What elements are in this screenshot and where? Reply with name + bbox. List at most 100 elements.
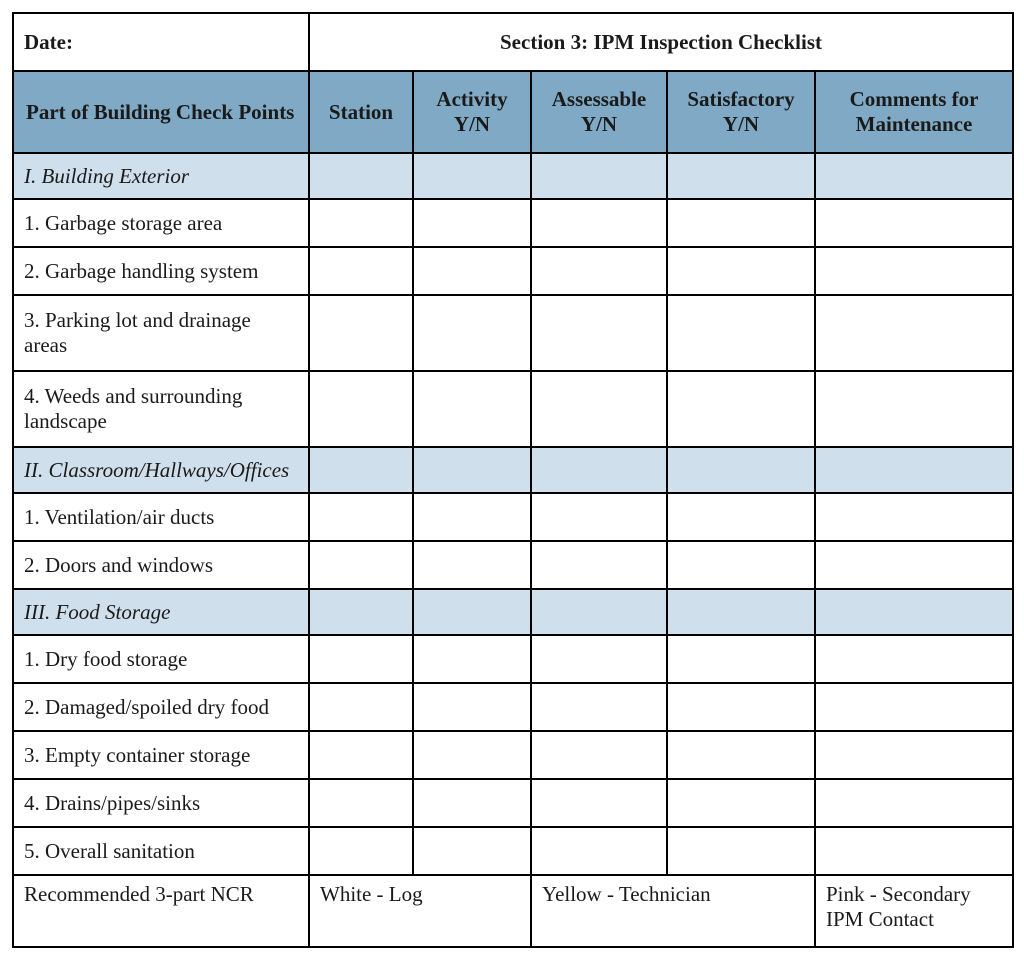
- checkpoint-label: 1. Dry food storage: [13, 635, 309, 683]
- section-cell: [667, 589, 815, 635]
- satisfactory-cell[interactable]: [667, 371, 815, 447]
- section-cell: [309, 153, 413, 199]
- station-cell[interactable]: [309, 493, 413, 541]
- assessable-cell[interactable]: [531, 247, 667, 295]
- date-label: Date:: [13, 13, 309, 71]
- inspection-checklist-table: Date: Section 3: IPM Inspection Checklis…: [12, 12, 1014, 948]
- satisfactory-cell[interactable]: [667, 635, 815, 683]
- checkpoint-label: 5. Overall sanitation: [13, 827, 309, 875]
- table-row: 3. Empty container storage: [13, 731, 1013, 779]
- activity-cell[interactable]: [413, 371, 531, 447]
- station-cell[interactable]: [309, 541, 413, 589]
- section-3-title: III. Food Storage: [13, 589, 309, 635]
- comments-cell[interactable]: [815, 827, 1013, 875]
- assessable-cell[interactable]: [531, 541, 667, 589]
- assessable-cell[interactable]: [531, 493, 667, 541]
- station-cell[interactable]: [309, 827, 413, 875]
- activity-cell[interactable]: [413, 295, 531, 371]
- comments-cell[interactable]: [815, 199, 1013, 247]
- section-cell: [413, 589, 531, 635]
- section-2-header: II. Classroom/Hallways/Offices: [13, 447, 1013, 493]
- station-cell[interactable]: [309, 371, 413, 447]
- table-row: 2. Garbage handling system: [13, 247, 1013, 295]
- assessable-cell[interactable]: [531, 199, 667, 247]
- section-cell: [667, 447, 815, 493]
- comments-cell[interactable]: [815, 493, 1013, 541]
- col-satisfactory: Satisfactory Y/N: [667, 71, 815, 153]
- checkpoint-label: 1. Garbage storage area: [13, 199, 309, 247]
- checkpoint-label: 3. Empty container storage: [13, 731, 309, 779]
- station-cell[interactable]: [309, 683, 413, 731]
- table-row: 2. Damaged/spoiled dry food: [13, 683, 1013, 731]
- section-cell: [815, 589, 1013, 635]
- comments-cell[interactable]: [815, 683, 1013, 731]
- section-cell: [531, 589, 667, 635]
- activity-cell[interactable]: [413, 779, 531, 827]
- section-cell: [815, 447, 1013, 493]
- satisfactory-cell[interactable]: [667, 779, 815, 827]
- checkpoint-label: 1. Ventilation/air ducts: [13, 493, 309, 541]
- col-activity: Activity Y/N: [413, 71, 531, 153]
- station-cell[interactable]: [309, 731, 413, 779]
- activity-cell[interactable]: [413, 541, 531, 589]
- station-cell[interactable]: [309, 247, 413, 295]
- assessable-cell[interactable]: [531, 779, 667, 827]
- section-cell: [413, 153, 531, 199]
- title-row: Date: Section 3: IPM Inspection Checklis…: [13, 13, 1013, 71]
- table-row: 3. Parking lot and drainage areas: [13, 295, 1013, 371]
- assessable-cell[interactable]: [531, 683, 667, 731]
- section-title: Section 3: IPM Inspection Checklist: [309, 13, 1013, 71]
- activity-cell[interactable]: [413, 683, 531, 731]
- checkpoint-label: 2. Damaged/spoiled dry food: [13, 683, 309, 731]
- activity-cell[interactable]: [413, 827, 531, 875]
- section-2-title: II. Classroom/Hallways/Offices: [13, 447, 309, 493]
- comments-cell[interactable]: [815, 731, 1013, 779]
- col-station: Station: [309, 71, 413, 153]
- column-header-row: Part of Building Check Points Station Ac…: [13, 71, 1013, 153]
- assessable-cell[interactable]: [531, 827, 667, 875]
- activity-cell[interactable]: [413, 635, 531, 683]
- checkpoint-label: 2. Garbage handling system: [13, 247, 309, 295]
- assessable-cell[interactable]: [531, 371, 667, 447]
- activity-cell[interactable]: [413, 731, 531, 779]
- comments-cell[interactable]: [815, 371, 1013, 447]
- comments-cell[interactable]: [815, 635, 1013, 683]
- activity-cell[interactable]: [413, 199, 531, 247]
- assessable-cell[interactable]: [531, 731, 667, 779]
- satisfactory-cell[interactable]: [667, 731, 815, 779]
- section-1-header: I. Building Exterior: [13, 153, 1013, 199]
- table-row: 4. Weeds and surrounding landscape: [13, 371, 1013, 447]
- col-comments: Comments for Maintenance: [815, 71, 1013, 153]
- station-cell[interactable]: [309, 635, 413, 683]
- comments-cell[interactable]: [815, 541, 1013, 589]
- section-cell: [309, 589, 413, 635]
- satisfactory-cell[interactable]: [667, 199, 815, 247]
- satisfactory-cell[interactable]: [667, 493, 815, 541]
- footer-white: White - Log: [309, 875, 531, 947]
- satisfactory-cell[interactable]: [667, 683, 815, 731]
- activity-cell[interactable]: [413, 247, 531, 295]
- satisfactory-cell[interactable]: [667, 541, 815, 589]
- section-cell: [413, 447, 531, 493]
- comments-cell[interactable]: [815, 779, 1013, 827]
- comments-cell[interactable]: [815, 247, 1013, 295]
- satisfactory-cell[interactable]: [667, 247, 815, 295]
- section-cell: [667, 153, 815, 199]
- station-cell[interactable]: [309, 295, 413, 371]
- assessable-cell[interactable]: [531, 635, 667, 683]
- satisfactory-cell[interactable]: [667, 295, 815, 371]
- table-row: 1. Ventilation/air ducts: [13, 493, 1013, 541]
- section-cell: [531, 447, 667, 493]
- table-row: 5. Overall sanitation: [13, 827, 1013, 875]
- activity-cell[interactable]: [413, 493, 531, 541]
- checkpoint-label: 4. Drains/pipes/sinks: [13, 779, 309, 827]
- checkpoint-label: 2. Doors and windows: [13, 541, 309, 589]
- comments-cell[interactable]: [815, 295, 1013, 371]
- satisfactory-cell[interactable]: [667, 827, 815, 875]
- table-row: 1. Dry food storage: [13, 635, 1013, 683]
- footer-yellow: Yellow - Technician: [531, 875, 815, 947]
- station-cell[interactable]: [309, 779, 413, 827]
- assessable-cell[interactable]: [531, 295, 667, 371]
- station-cell[interactable]: [309, 199, 413, 247]
- table-row: 1. Garbage storage area: [13, 199, 1013, 247]
